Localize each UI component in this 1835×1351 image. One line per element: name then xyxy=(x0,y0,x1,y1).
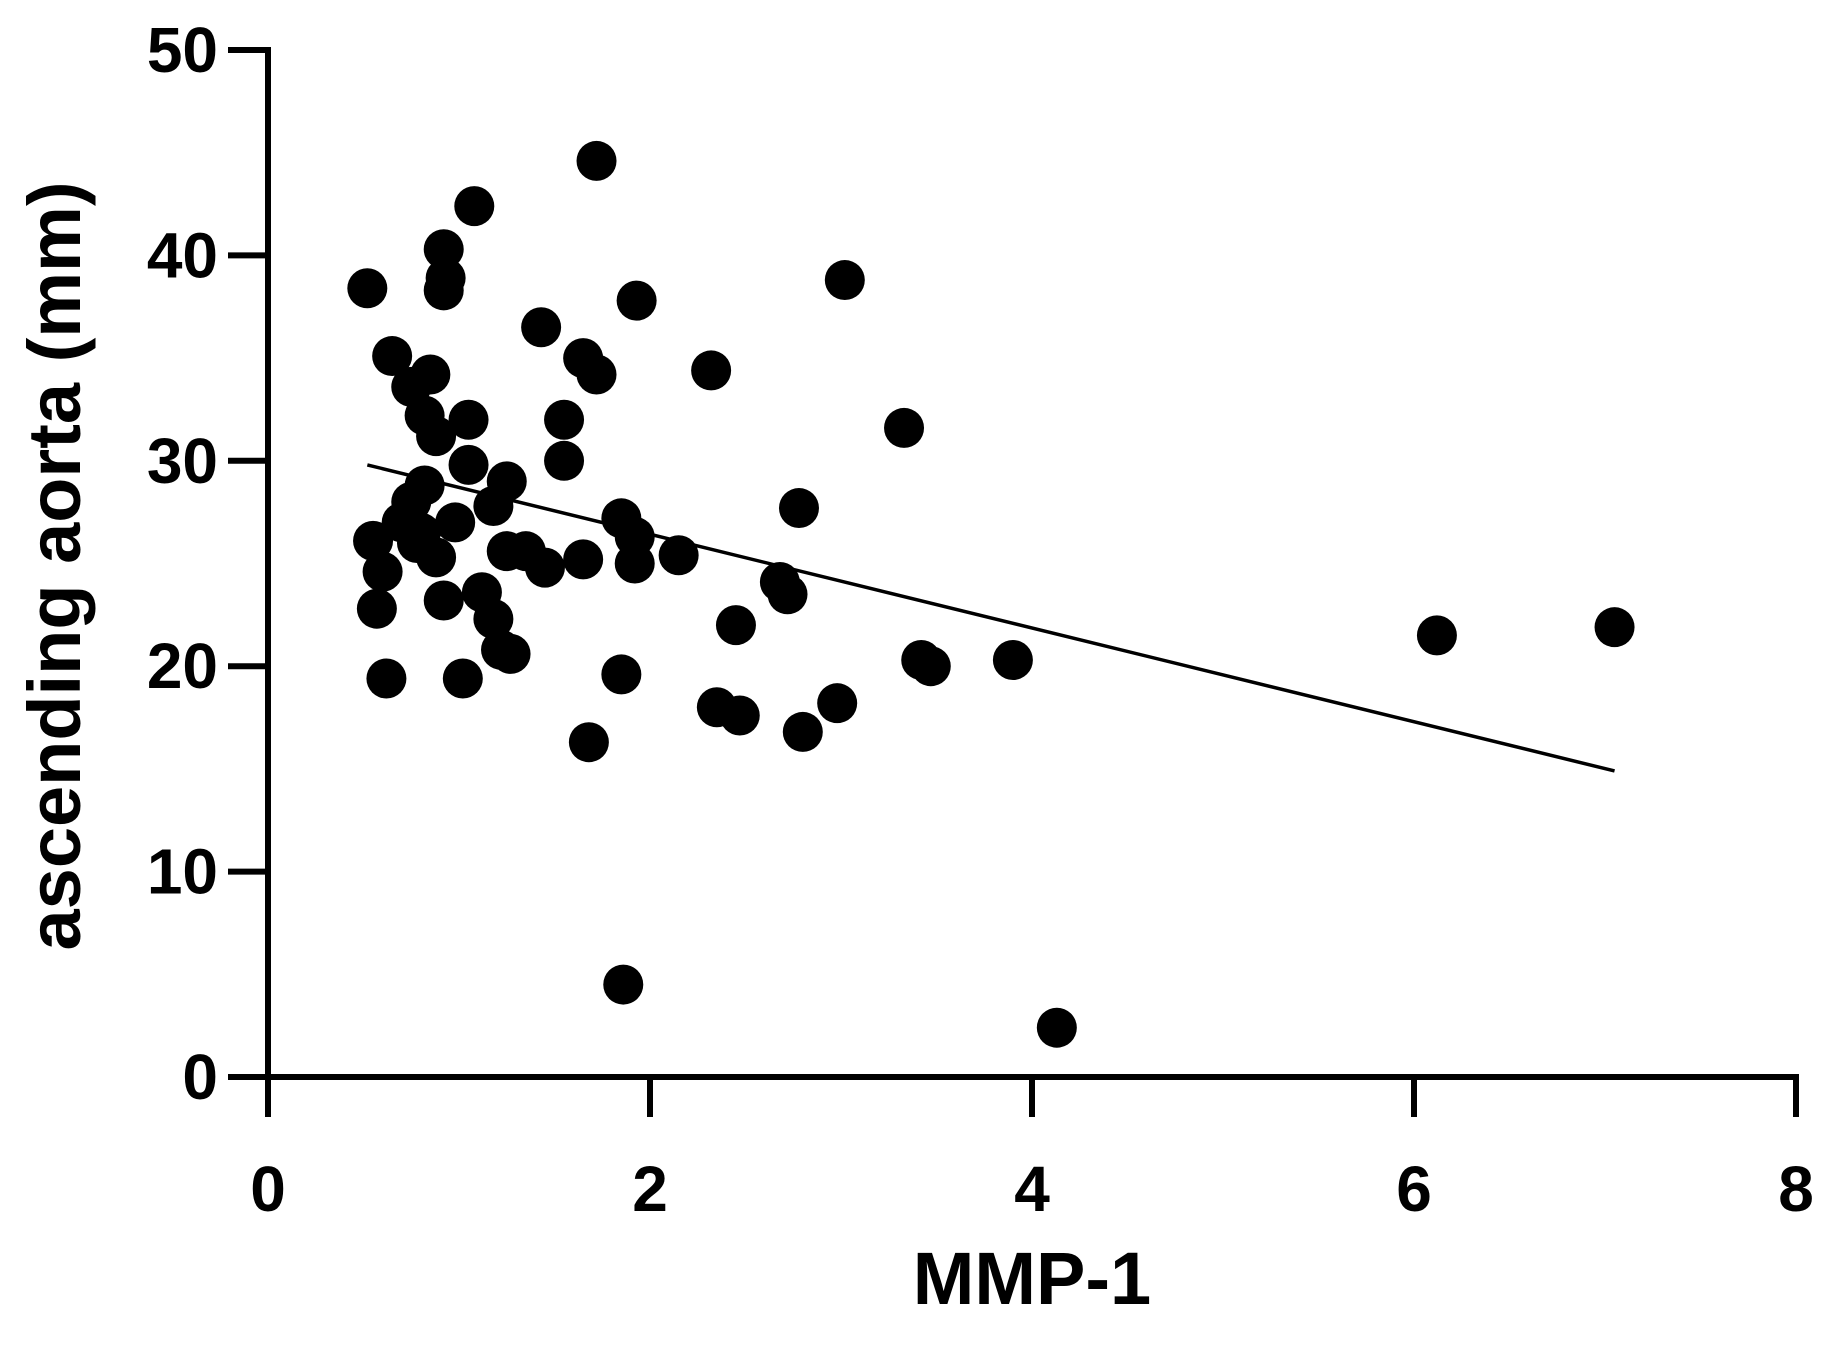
data-point xyxy=(782,711,823,752)
x-tick-label: 8 xyxy=(1778,1153,1814,1225)
data-point xyxy=(544,399,585,440)
data-point xyxy=(576,140,617,181)
data-point xyxy=(563,539,604,580)
x-ticks: 0 2 4 6 8 xyxy=(250,1077,1814,1225)
data-point xyxy=(1594,607,1635,648)
y-tick-label: 0 xyxy=(182,1041,218,1113)
regression-line xyxy=(366,463,1615,773)
x-tick-label: 4 xyxy=(1014,1153,1050,1225)
data-point xyxy=(603,964,644,1005)
data-point xyxy=(454,186,495,227)
data-point xyxy=(767,574,808,615)
regression-line-layer xyxy=(366,463,1615,773)
data-point xyxy=(824,260,865,301)
data-point xyxy=(910,646,951,687)
data-point xyxy=(521,307,562,348)
data-point xyxy=(992,640,1033,681)
x-tick-label: 0 xyxy=(250,1153,286,1225)
data-point xyxy=(423,229,464,270)
x-tick-label: 6 xyxy=(1396,1153,1432,1225)
data-point xyxy=(423,580,464,621)
data-point xyxy=(423,270,464,311)
x-axis-title: MMP-1 xyxy=(913,1237,1151,1320)
y-tick-label: 20 xyxy=(147,630,218,702)
data-point xyxy=(601,654,642,695)
data-point xyxy=(347,268,388,309)
data-point xyxy=(448,444,489,485)
data-point xyxy=(616,280,657,321)
data-point xyxy=(884,407,925,448)
data-point xyxy=(435,502,476,543)
x-tick-label: 2 xyxy=(632,1153,668,1225)
data-point xyxy=(576,354,617,395)
data-point xyxy=(614,543,655,584)
data-point xyxy=(568,722,609,763)
data-point xyxy=(353,520,394,561)
data-point xyxy=(490,633,531,674)
y-ticks: 0 10 20 30 40 50 xyxy=(147,14,268,1113)
data-point xyxy=(691,350,732,391)
data-points xyxy=(347,140,1635,1048)
y-tick-label: 50 xyxy=(147,14,218,86)
data-point xyxy=(658,535,699,576)
x-axis: 0 2 4 6 8 xyxy=(250,1074,1814,1225)
data-point xyxy=(448,399,489,440)
y-axis: 0 10 20 30 40 50 xyxy=(147,14,271,1113)
data-point xyxy=(473,485,514,526)
data-point xyxy=(362,551,403,592)
y-tick-label: 30 xyxy=(147,425,218,497)
data-point xyxy=(366,658,407,699)
data-point xyxy=(817,683,858,724)
data-point xyxy=(719,695,760,736)
data-point xyxy=(473,598,514,639)
data-point xyxy=(1036,1007,1077,1048)
data-point xyxy=(544,440,585,481)
data-point xyxy=(356,588,397,629)
y-tick-label: 10 xyxy=(147,836,218,908)
data-point xyxy=(416,416,457,457)
data-point xyxy=(442,658,483,699)
y-tick-label: 40 xyxy=(147,219,218,291)
data-point xyxy=(372,336,413,377)
data-point xyxy=(416,537,457,578)
data-point xyxy=(715,605,756,646)
data-point xyxy=(1416,615,1457,656)
data-point xyxy=(778,488,819,529)
data-point xyxy=(524,547,565,588)
y-axis-title: ascending aorta (mm) xyxy=(13,182,96,951)
